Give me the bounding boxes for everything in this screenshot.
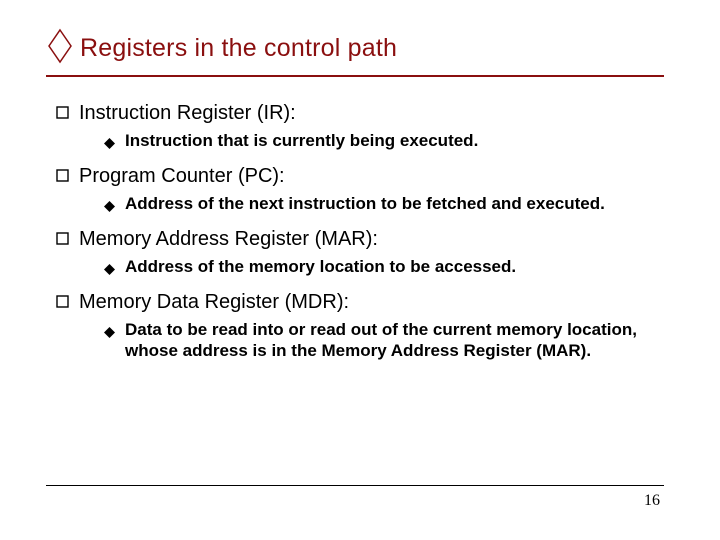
content-area: Instruction Register (IR): Instruction t…	[46, 101, 674, 362]
bottom-rule	[46, 485, 664, 486]
list-subitem: Data to be read into or read out of the …	[104, 319, 674, 362]
list-subitem-text: Address of the memory location to be acc…	[125, 256, 516, 277]
square-bullet-icon	[56, 232, 69, 250]
list-subitem-text: Address of the next instruction to be fe…	[125, 193, 605, 214]
list-item: Instruction Register (IR):	[56, 101, 674, 126]
title-underline-wrap	[46, 75, 674, 77]
list-item-label: Memory Address Register (MAR):	[79, 227, 378, 252]
diamond-bullet-icon	[104, 199, 115, 217]
list-item-label: Instruction Register (IR):	[79, 101, 296, 126]
list-subitem-text: Data to be read into or read out of the …	[125, 319, 674, 362]
square-bullet-icon	[56, 169, 69, 187]
diamond-bullet-icon	[104, 262, 115, 280]
square-bullet-icon	[56, 106, 69, 124]
list-item-label: Program Counter (PC):	[79, 164, 285, 189]
list-subitem: Address of the next instruction to be fe…	[104, 193, 674, 217]
title-row: Registers in the control path	[46, 28, 674, 69]
list-item: Program Counter (PC):	[56, 164, 674, 189]
slide-title: Registers in the control path	[80, 34, 397, 63]
list-subitem: Address of the memory location to be acc…	[104, 256, 674, 280]
square-bullet-icon	[56, 295, 69, 313]
diamond-icon	[46, 28, 74, 69]
list-subitem-text: Instruction that is currently being exec…	[125, 130, 478, 151]
slide: Registers in the control path Instructio…	[0, 0, 720, 540]
list-item: Memory Data Register (MDR):	[56, 290, 674, 315]
page-number: 16	[644, 492, 660, 510]
bottom-rule-wrap	[46, 485, 664, 486]
list-subitem: Instruction that is currently being exec…	[104, 130, 674, 154]
title-underline	[46, 75, 664, 77]
list-item-label: Memory Data Register (MDR):	[79, 290, 349, 315]
list-item: Memory Address Register (MAR):	[56, 227, 674, 252]
diamond-bullet-icon	[104, 325, 115, 343]
diamond-bullet-icon	[104, 136, 115, 154]
